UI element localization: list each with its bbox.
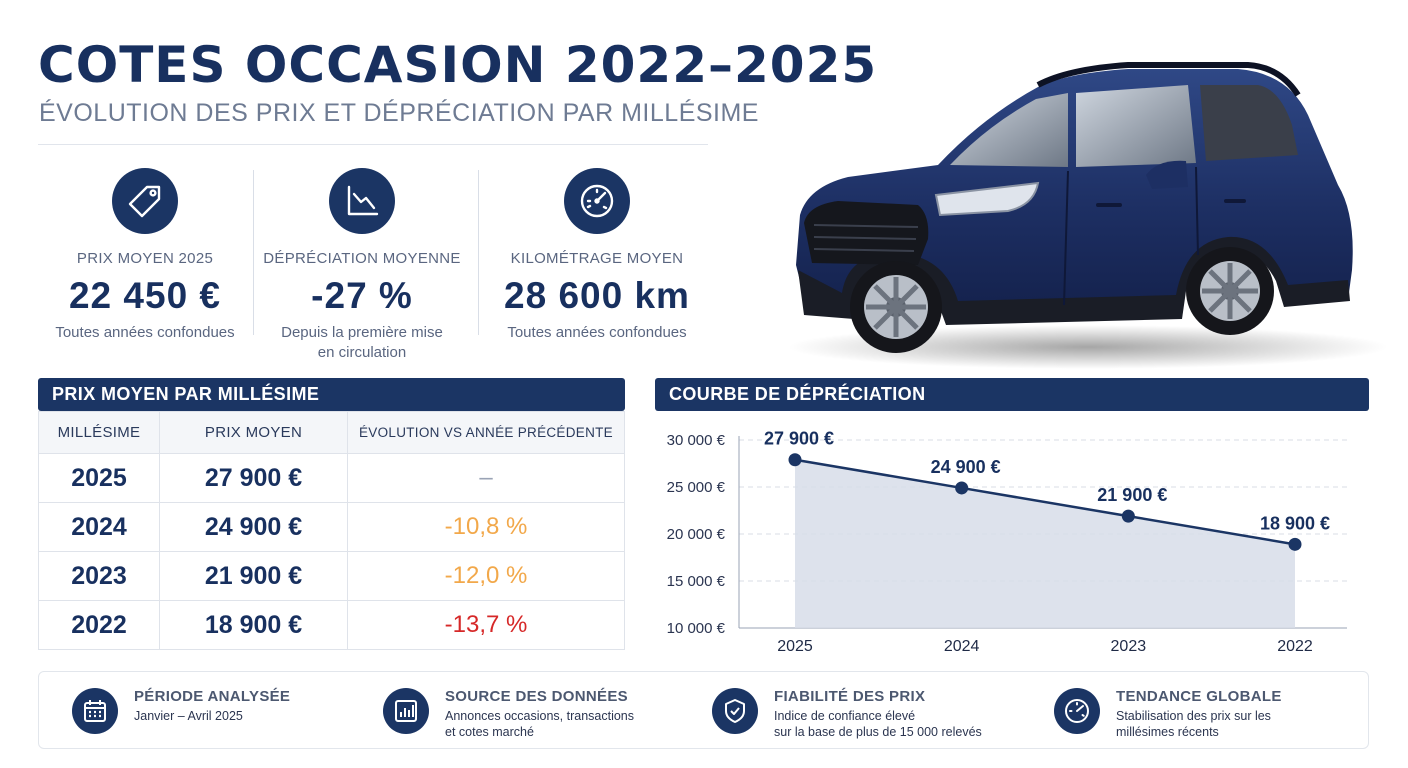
x-tick-label: 2025 [777, 638, 813, 655]
price-cell: 18 900 € [159, 600, 348, 650]
footer-item-period: PÉRIODE ANALYSÉE Janvier – Avril 2025 [72, 688, 290, 734]
footer-title: SOURCE DES DONNÉES [445, 688, 628, 705]
column-header-year: MILLÉSIME [38, 411, 160, 454]
kpi-value: 22 450 € [68, 275, 222, 316]
data-label: 21 900 € [1097, 485, 1167, 505]
data-label: 27 900 € [764, 429, 834, 449]
table-row: 2023 21 900 € -12,0 % [38, 551, 625, 601]
y-tick-label: 25 000 € [667, 479, 726, 496]
price-tag-icon [112, 168, 178, 234]
data-point [1121, 509, 1135, 523]
depreciation-chart: 30 000 € 25 000 € 20 000 € 15 000 € 10 000 €… [667, 429, 1347, 655]
x-tick-label: 2022 [1277, 638, 1313, 655]
year-cell: 2022 [38, 600, 160, 650]
kpi-average-depreciation: DÉPRÉCIATION MOYENNE -27 % Depuis la pre… [252, 168, 472, 363]
kpi-value: 28 600 km [504, 275, 690, 316]
kpi-average-price: PRIX MOYEN 2025 22 450 € Toutes années c… [35, 168, 255, 343]
kpi-note-line: Depuis la première mise [281, 324, 443, 341]
shield-check-icon [712, 688, 758, 734]
data-label: 18 900 € [1260, 513, 1330, 533]
evolution-cell: – [347, 453, 625, 503]
speedometer-icon [564, 168, 630, 234]
area-fill [795, 459, 1295, 628]
footer-title: FIABILITÉ DES PRIX [774, 688, 926, 705]
table-row: 2022 18 900 € -13,7 % [38, 600, 625, 650]
kpi-note: Toutes années confondues [55, 324, 235, 341]
kpi-value: -27 % [311, 275, 413, 316]
footer-line: Annonces occasions, transactions [445, 709, 634, 723]
depreciation-chart-container: 30 000 € 25 000 € 20 000 € 15 000 € 10 000 €… [655, 411, 1369, 661]
price-table: MILLÉSIME PRIX MOYEN ÉVOLUTION VS ANNÉE … [38, 411, 625, 650]
table-panel-header: PRIX MOYEN PAR MILLÉSIME [38, 378, 625, 411]
kpi-note: Depuis la première mise en circulation [252, 323, 472, 363]
chart-panel-header: COURBE DE DÉPRÉCIATION [655, 378, 1369, 411]
kpi-divider [478, 170, 479, 335]
series-line [794, 458, 1296, 546]
footer-item-reliability: FIABILITÉ DES PRIX Indice de confiance é… [712, 688, 982, 740]
kpi-note-line: en circulation [317, 344, 407, 361]
gauge-icon [1054, 688, 1100, 734]
footer-item-source: SOURCE DES DONNÉES Annonces occasions, t… [383, 688, 634, 740]
evolution-cell: -12,0 % [347, 551, 625, 601]
footer-title: TENDANCE GLOBALE [1116, 688, 1282, 705]
price-table-container: MILLÉSIME PRIX MOYEN ÉVOLUTION VS ANNÉE … [38, 411, 625, 650]
year-cell: 2024 [38, 502, 160, 552]
kpi-label: PRIX MOYEN 2025 [76, 250, 214, 267]
x-tick-label: 2023 [1111, 638, 1147, 655]
footer-line: Stabilisation des prix sur les [1116, 709, 1271, 723]
table-row: 2024 24 900 € -10,8 % [38, 502, 625, 552]
data-point [1288, 537, 1302, 551]
x-tick-label: 2024 [944, 638, 980, 655]
column-header-evolution: ÉVOLUTION VS ANNÉE PRÉCÉDENTE [347, 411, 625, 454]
kpi-label: DÉPRÉCIATION MOYENNE [263, 250, 461, 267]
page-title: COTES OCCASION 2022–2025 [38, 36, 878, 94]
data-label: 24 900 € [931, 457, 1001, 477]
trend-down-chart-icon [329, 168, 395, 234]
suv-car-image [788, 62, 1388, 369]
footer-line: Janvier – Avril 2025 [134, 709, 243, 723]
column-header-price: PRIX MOYEN [159, 411, 348, 454]
table-row: 2025 27 900 € – [38, 453, 625, 503]
data-point [955, 481, 969, 495]
table-header-row: MILLÉSIME PRIX MOYEN ÉVOLUTION VS ANNÉE … [38, 411, 625, 454]
price-cell: 24 900 € [159, 502, 348, 552]
kpi-note: Toutes années confondues [507, 324, 687, 341]
footer-item-trend: TENDANCE GLOBALE Stabilisation des prix … [1054, 688, 1282, 740]
y-tick-label: 20 000 € [667, 526, 726, 543]
data-point [788, 453, 802, 467]
title-divider [38, 144, 708, 145]
calendar-icon [72, 688, 118, 734]
footer-line: sur la base de plus de 15 000 relevés [774, 725, 982, 739]
info-footer: PÉRIODE ANALYSÉE Janvier – Avril 2025 SO… [38, 671, 1369, 749]
kpi-label: KILOMÉTRAGE MOYEN [510, 250, 684, 267]
footer-description: Annonces occasions, transactions et cote… [445, 708, 634, 740]
y-tick-label: 30 000 € [667, 432, 726, 449]
y-tick-label: 15 000 € [667, 573, 726, 590]
kpi-average-mileage: KILOMÉTRAGE MOYEN 28 600 km Toutes année… [487, 168, 707, 343]
year-cell: 2025 [38, 453, 160, 503]
footer-title: PÉRIODE ANALYSÉE [134, 688, 291, 705]
footer-description: Indice de confiance élevé sur la base de… [774, 708, 982, 740]
evolution-cell: -13,7 % [347, 600, 625, 650]
price-cell: 27 900 € [159, 453, 348, 503]
page-subtitle: ÉVOLUTION DES PRIX ET DÉPRÉCIATION PAR M… [39, 99, 759, 127]
footer-line: millésimes récents [1116, 725, 1219, 739]
bar-chart-icon [383, 688, 429, 734]
year-cell: 2023 [38, 551, 160, 601]
y-tick-label: 10 000 € [667, 620, 726, 637]
footer-line: Indice de confiance élevé [774, 709, 916, 723]
kpi-divider [253, 170, 254, 335]
price-cell: 21 900 € [159, 551, 348, 601]
evolution-cell: -10,8 % [347, 502, 625, 552]
footer-description: Stabilisation des prix sur les millésime… [1116, 708, 1282, 740]
footer-line: et cotes marché [445, 725, 534, 739]
footer-description: Janvier – Avril 2025 [134, 708, 290, 724]
